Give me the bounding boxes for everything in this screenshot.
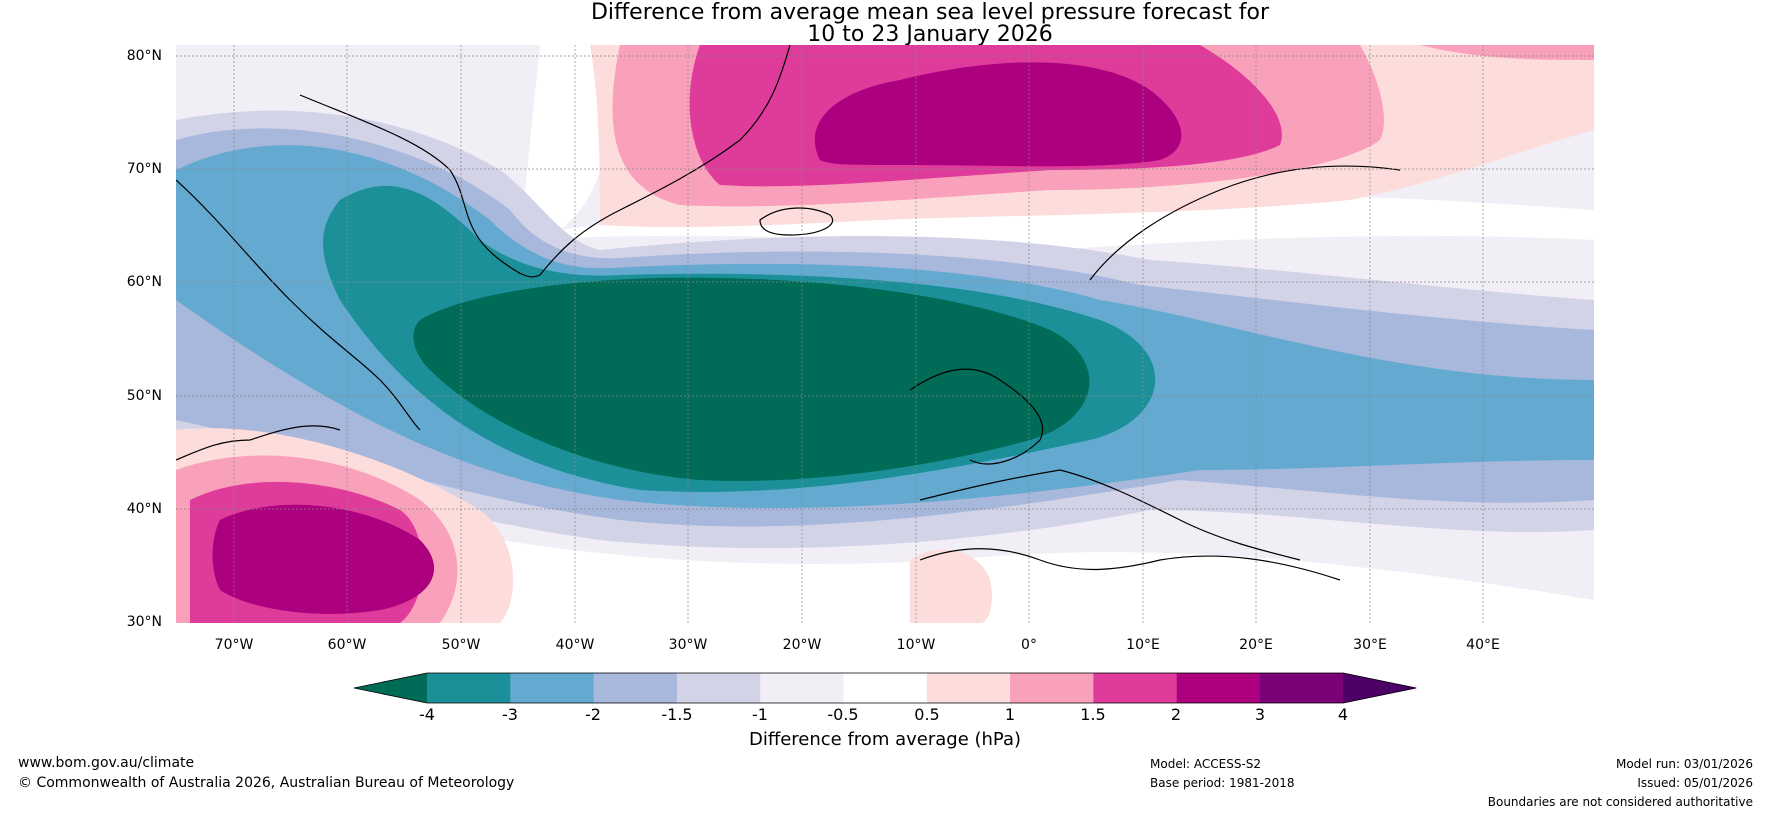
colorbar-segment <box>1010 673 1094 703</box>
lon-label-10w: 10°W <box>896 637 936 653</box>
lon-label-20e: 20°E <box>1239 637 1273 653</box>
anomaly-plus-0.5-s <box>910 549 992 623</box>
lon-label-70w: 70°W <box>214 637 254 653</box>
lat-label-30n: 30°N <box>126 614 162 630</box>
copyright-text: © Commonwealth of Australia 2026, Austra… <box>18 775 515 791</box>
colorbar-segment <box>593 673 678 703</box>
colorbar-over-arrow <box>1343 673 1417 703</box>
colorbar-segment <box>510 673 595 703</box>
lon-label-60w: 60°W <box>327 637 367 653</box>
chart-title-line-2: 10 to 23 January 2026 <box>807 22 1053 47</box>
colorbar-segment <box>1093 673 1178 703</box>
colorbar-segment <box>676 673 761 703</box>
colorbar-tick: -3 <box>502 705 518 724</box>
lon-label-10e: 10°E <box>1126 637 1160 653</box>
colorbar-under-arrow <box>354 673 427 703</box>
anomaly-plus-1-ne <box>1420 45 1594 60</box>
lon-label-40w: 40°W <box>555 637 595 653</box>
colorbar-tick: -2 <box>585 705 601 724</box>
scandinavia-coast <box>1089 165 1401 281</box>
colorbar-tick: 1 <box>1004 705 1016 724</box>
colorbar-segment <box>427 673 511 703</box>
colorbar-tick: -0.5 <box>827 705 859 724</box>
anomaly-plus-2-north <box>814 62 1182 167</box>
lon-label-20w: 20°W <box>782 637 822 653</box>
colorbar-outline <box>353 672 1417 704</box>
chart-title-line-1: Difference from average mean sea level p… <box>590 0 1270 25</box>
model-run-text: Model run: 03/01/2026 <box>1615 757 1753 771</box>
colorbar-tick: -4 <box>419 705 435 724</box>
lat-label-50n: 50°N <box>126 388 162 404</box>
colorbar-segment <box>926 673 1011 703</box>
lat-label-60n: 60°N <box>126 274 162 290</box>
contour-fields <box>176 45 1594 623</box>
iceland <box>759 207 834 236</box>
lon-label-50w: 50°W <box>441 637 481 653</box>
neutral-band-south <box>176 470 1594 623</box>
anomaly-below-minus-4 <box>413 277 1090 481</box>
colorbar-tick: 0.5 <box>914 705 940 724</box>
colorbar-tick: 4 <box>1337 705 1349 724</box>
colorbar-segment <box>760 673 844 703</box>
coastlines <box>176 45 1401 581</box>
lat-label-40n: 40°N <box>126 501 162 517</box>
anomaly-plus-2-sw <box>212 504 435 614</box>
model-text: Model: ACCESS-S2 <box>1150 757 1262 771</box>
colorbar-tick: 1.5 <box>1080 705 1106 724</box>
british-isles <box>909 368 1044 465</box>
base-period-text: Base period: 1981-2018 <box>1150 776 1295 790</box>
lon-label-40e: 40°E <box>1466 637 1500 653</box>
colorbar-tick: 2 <box>1170 705 1182 724</box>
north-africa-coast <box>919 548 1341 581</box>
canada-coast <box>176 179 421 431</box>
issued-text: Issued: 05/01/2026 <box>1637 776 1753 790</box>
gridlines <box>176 45 1594 623</box>
colorbar-segment <box>843 673 928 703</box>
website-link[interactable]: www.bom.gov.au/climate <box>18 755 195 771</box>
colorbar-tick: 3 <box>1254 705 1266 724</box>
greenland-coast <box>299 45 791 278</box>
colorbar-segment <box>1260 673 1344 703</box>
lon-label-0: 0° <box>1021 637 1037 653</box>
colorbar-label: Difference from average (hPa) <box>748 729 1022 750</box>
colorbar-segment <box>1176 673 1261 703</box>
lon-label-30e: 30°E <box>1353 637 1387 653</box>
europe-south-coast <box>919 469 1301 561</box>
colorbar <box>353 672 1417 704</box>
us-coast <box>176 425 341 461</box>
lon-label-30w: 30°W <box>668 637 708 653</box>
lat-label-80n: 80°N <box>126 48 162 64</box>
colorbar-tick: -1 <box>752 705 768 724</box>
disclaimer-text: Boundaries are not considered authoritat… <box>1487 795 1753 809</box>
lat-label-70n: 70°N <box>126 161 162 177</box>
colorbar-tick: -1.5 <box>661 705 693 724</box>
